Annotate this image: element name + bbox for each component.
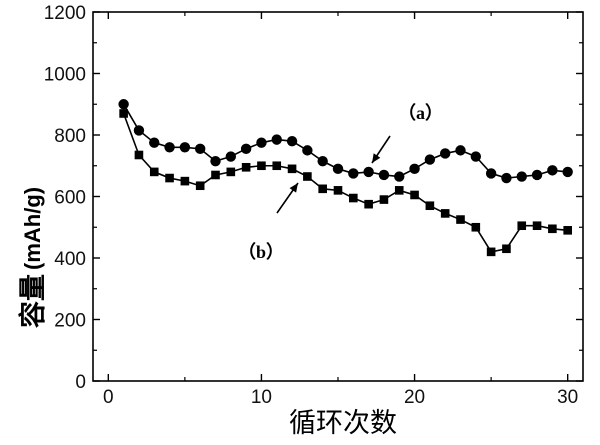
y-tick-label: 0 (75, 372, 86, 393)
data-point (195, 181, 205, 191)
plot-frame (92, 11, 584, 382)
annotation-arrowhead (289, 183, 298, 193)
data-point (149, 167, 159, 177)
data-point (149, 137, 160, 148)
annotations: （a） （b） (238, 103, 443, 262)
plot-border (92, 11, 584, 382)
data-point (332, 163, 344, 175)
data-point (241, 162, 251, 172)
annotation-label-b: （b） (238, 242, 284, 262)
y-axis-title-group: 容量 (mAh/g) (17, 187, 49, 328)
data-series (118, 99, 573, 257)
data-point (133, 125, 145, 136)
data-point (456, 215, 465, 224)
data-point (501, 172, 512, 184)
data-point (364, 199, 373, 209)
data-point (303, 172, 312, 181)
data-point (486, 247, 496, 257)
data-point (517, 221, 527, 231)
series-b (119, 109, 572, 257)
data-point (271, 134, 282, 145)
data-point (256, 137, 267, 148)
data-point (439, 148, 451, 159)
data-point (363, 166, 374, 178)
data-point (532, 221, 542, 231)
data-point (165, 173, 174, 183)
data-point (502, 244, 511, 254)
data-point (410, 190, 419, 200)
data-point (394, 186, 404, 195)
data-point (348, 168, 359, 179)
annotation-label-a: （a） (398, 103, 443, 123)
data-point (516, 171, 527, 182)
data-point (485, 168, 497, 179)
y-tick-label: 600 (54, 188, 86, 209)
y-tick-label: 400 (54, 249, 86, 270)
data-point (179, 142, 191, 153)
y-tick-label: 1200 (44, 3, 86, 24)
data-point (286, 135, 298, 147)
series-line (122, 103, 568, 179)
data-point (531, 169, 543, 181)
data-point (317, 155, 328, 167)
data-point (210, 155, 221, 167)
data-point (394, 171, 405, 182)
data-point (272, 161, 282, 171)
series-a (118, 99, 573, 184)
axis-ticks: 0 200 400 600 800 1000 1200 0 10 20 30 (44, 3, 583, 408)
data-point (118, 99, 129, 110)
data-point (164, 142, 175, 153)
data-point (134, 150, 144, 160)
data-point (225, 151, 237, 162)
data-point (240, 143, 252, 155)
data-point (424, 154, 436, 165)
data-point (425, 201, 435, 211)
data-point (409, 163, 420, 175)
data-point (180, 176, 190, 186)
data-point (226, 167, 236, 177)
data-point (455, 145, 466, 156)
series-line (122, 113, 568, 253)
data-point (548, 224, 557, 234)
data-point (119, 109, 128, 118)
data-point (379, 195, 389, 204)
x-tick-label: 10 (251, 387, 272, 408)
data-point (333, 186, 343, 195)
annotation-arrowhead (372, 153, 381, 163)
data-point (302, 145, 313, 156)
data-point (440, 209, 450, 218)
x-tick-label: 30 (557, 387, 578, 408)
y-tick-label: 800 (54, 126, 86, 147)
data-point (547, 165, 558, 176)
y-tick-label: 1000 (44, 65, 86, 86)
y-axis-title: 容量 (17, 274, 49, 328)
x-tick-label: 0 (103, 387, 114, 408)
data-point (211, 170, 220, 180)
x-axis-title: 循环次数 (289, 408, 397, 439)
y-tick-label: 200 (54, 311, 86, 332)
data-point (349, 193, 358, 203)
data-point (470, 151, 482, 162)
data-point (318, 184, 327, 194)
x-tick-label: 20 (404, 387, 425, 408)
data-point (563, 226, 572, 235)
data-point (471, 222, 481, 232)
data-point (287, 164, 297, 174)
y-axis-unit: (mAh/g) (20, 187, 45, 270)
data-point (257, 161, 266, 171)
data-point (378, 169, 390, 181)
data-point (562, 166, 573, 178)
data-point (194, 143, 206, 155)
